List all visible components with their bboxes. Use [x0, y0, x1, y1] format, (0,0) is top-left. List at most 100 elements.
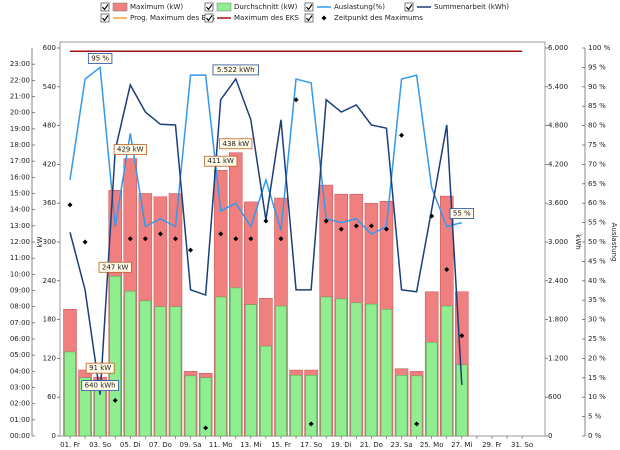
- legend-label: Maximum (kW): [130, 3, 183, 11]
- legend-label: Durchschnitt (kW): [234, 3, 298, 11]
- value-label: 5.522 kWh: [217, 66, 255, 74]
- y3-tick-label: 55 %: [588, 219, 606, 227]
- y2-tick-label: 6.000: [548, 44, 568, 52]
- x-tick-label: 27. Mi: [451, 441, 472, 449]
- marker: [157, 231, 163, 237]
- y4-tick-label: 08:00: [10, 303, 30, 311]
- x-tick-label: 11. Mo: [209, 441, 233, 449]
- value-label: 438 kW: [222, 140, 249, 148]
- y3-tick-label: 25 %: [588, 335, 606, 343]
- bar: [214, 296, 227, 437]
- y2-tick-label: 2.400: [548, 277, 568, 285]
- x-tick-label: 01. Fr: [60, 441, 80, 449]
- legend-checkbox[interactable]: [204, 2, 214, 12]
- bar: [441, 305, 453, 437]
- legend-checkbox[interactable]: [304, 13, 314, 23]
- y2-axis-label: kWh: [574, 234, 582, 249]
- y4-tick-label: 13:00: [10, 222, 30, 230]
- y3-tick-label: 95 %: [588, 63, 606, 71]
- y2-tick-label: 600: [548, 393, 561, 401]
- y4-tick-label: 00:00: [10, 432, 30, 440]
- y-tick-label: 360: [43, 199, 56, 207]
- value-label-box: [113, 144, 147, 155]
- marker: [293, 97, 299, 103]
- marker: [368, 223, 374, 229]
- y2-tick-label: 3.000: [548, 238, 568, 246]
- x-tick-label: 23. Sa: [390, 441, 412, 449]
- legend-checkbox[interactable]: [404, 2, 414, 12]
- bar: [380, 309, 393, 437]
- bar: [79, 377, 91, 437]
- y4-tick-label: 01:00: [10, 416, 30, 424]
- y2-tick-label: 1.800: [548, 316, 568, 324]
- y-tick-label: 240: [43, 277, 56, 285]
- x-tick-label: 03. So: [89, 441, 111, 449]
- bar: [230, 287, 242, 437]
- legend-label: Prog. Maximum des EKS: [130, 14, 215, 22]
- line: [69, 65, 463, 236]
- y3-tick-label: 90 %: [588, 83, 606, 91]
- y3-tick-label: 80 %: [588, 122, 606, 130]
- legend-label: Summenarbeit (kWh): [434, 3, 509, 11]
- y4-tick-label: 09:00: [10, 287, 30, 295]
- marker: [142, 236, 148, 242]
- x-tick-label: 25. Mo: [420, 441, 444, 449]
- bar: [275, 305, 287, 437]
- y-tick-label: 180: [43, 316, 56, 324]
- y-tick-label: 540: [43, 83, 56, 91]
- marker: [218, 231, 224, 237]
- value-label-box: [87, 53, 113, 64]
- marker: [263, 218, 269, 224]
- x-tick-label: 29. Fr: [482, 441, 502, 449]
- y3-tick-label: 65 %: [588, 180, 606, 188]
- marker: [308, 421, 314, 427]
- bar: [425, 341, 438, 437]
- marker: [429, 213, 435, 219]
- marker: [67, 202, 73, 208]
- bar: [260, 345, 272, 437]
- value-label-box: [81, 380, 119, 392]
- legend-checkbox[interactable]: [100, 2, 110, 12]
- legend-checkbox[interactable]: [304, 2, 314, 12]
- legend-checkbox[interactable]: [100, 13, 110, 23]
- y-tick-label: 420: [43, 160, 56, 168]
- y4-tick-label: 23:00: [10, 60, 30, 68]
- marker: [172, 236, 178, 242]
- y4-tick-label: 07:00: [10, 319, 30, 327]
- y-tick-label: 600: [43, 44, 56, 52]
- bar: [154, 306, 167, 437]
- marker: [414, 421, 420, 427]
- legend-check: [306, 4, 313, 11]
- legend-swatch: [321, 15, 327, 21]
- value-label: 429 kW: [117, 146, 144, 154]
- bar: [184, 375, 197, 437]
- marker: [353, 223, 359, 229]
- bar: [109, 276, 121, 437]
- y4-tick-label: 22:00: [10, 76, 30, 84]
- y3-tick-label: 10 %: [588, 393, 606, 401]
- y3-tick-label: 50 %: [588, 238, 606, 246]
- bar: [320, 296, 332, 437]
- y2-tick-label: 5.400: [548, 83, 568, 91]
- y4-tick-label: 06:00: [10, 335, 30, 343]
- y4-tick-label: 10:00: [10, 270, 30, 278]
- y3-tick-label: 100 %: [588, 44, 611, 52]
- y2-tick-label: 0: [548, 432, 552, 440]
- x-tick-label: 07. Do: [149, 441, 172, 449]
- legend-checkbox[interactable]: [204, 13, 214, 23]
- legend-label: Zeitpunkt des Maximums: [334, 14, 423, 22]
- bar: [350, 302, 363, 437]
- x-tick-label: 05. Di: [120, 441, 141, 449]
- x-tick-label: 21. Do: [360, 441, 383, 449]
- legend-check: [102, 15, 109, 22]
- y-tick-label: 120: [43, 354, 56, 362]
- bar: [365, 303, 378, 437]
- x-tick-label: 17. So: [300, 441, 322, 449]
- y-tick-label: 480: [43, 122, 56, 130]
- value-label-box: [219, 138, 253, 150]
- y3-tick-label: 5 %: [588, 413, 602, 421]
- marker: [444, 266, 450, 272]
- y4-tick-label: 21:00: [10, 93, 30, 101]
- legend-swatch: [216, 2, 232, 12]
